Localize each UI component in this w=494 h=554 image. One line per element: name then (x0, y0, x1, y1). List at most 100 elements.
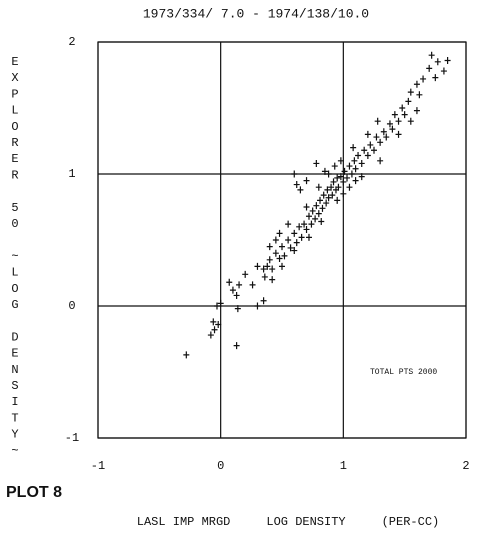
point (318, 218, 325, 226)
point (346, 162, 353, 170)
point (207, 331, 214, 339)
point (383, 133, 390, 141)
point (303, 225, 310, 233)
point (395, 130, 402, 138)
point (260, 297, 267, 305)
point (364, 130, 371, 138)
point (334, 196, 341, 204)
point (399, 104, 406, 112)
point (233, 291, 240, 299)
point (416, 91, 423, 99)
point (266, 256, 273, 264)
annotation: TOTAL PTS 2000 (370, 368, 437, 377)
point (364, 152, 371, 160)
point (405, 97, 412, 105)
point (276, 254, 283, 262)
plot-label: PLOT 8 (6, 484, 63, 501)
point (305, 233, 312, 241)
point (298, 233, 305, 241)
point (233, 342, 240, 350)
point (395, 117, 402, 125)
point (371, 146, 377, 154)
point (341, 167, 348, 175)
point (413, 107, 420, 115)
point (413, 80, 420, 88)
point (308, 220, 315, 228)
point (242, 270, 249, 278)
point (321, 167, 328, 175)
point (264, 262, 271, 270)
point (272, 249, 279, 257)
point (373, 133, 380, 141)
point (340, 190, 347, 198)
point (296, 223, 303, 231)
point (217, 299, 224, 307)
point (315, 183, 322, 191)
point (337, 173, 344, 181)
point (254, 262, 261, 270)
point (272, 236, 279, 244)
point (325, 194, 332, 202)
point (229, 286, 236, 294)
point (334, 174, 341, 182)
point (260, 265, 267, 273)
point (420, 75, 427, 83)
point (293, 181, 300, 189)
point (210, 318, 217, 326)
point (266, 243, 273, 251)
point (352, 165, 359, 173)
point (285, 236, 292, 244)
point (293, 239, 300, 247)
point (303, 177, 310, 185)
point (346, 183, 353, 191)
y-tick-label: 1 (68, 167, 75, 181)
point (331, 162, 338, 170)
point (428, 51, 435, 59)
point (407, 88, 414, 96)
point (328, 183, 335, 191)
point (213, 302, 220, 310)
point (426, 64, 433, 72)
point (279, 262, 285, 270)
point (312, 215, 319, 223)
x-tick-label: 0 (217, 459, 224, 473)
x-tick-label: 2 (462, 459, 469, 473)
point (319, 204, 326, 212)
point (279, 243, 285, 251)
point (254, 302, 261, 310)
point (352, 177, 359, 185)
point (303, 203, 310, 211)
point (374, 117, 381, 125)
point (269, 265, 276, 273)
point (261, 273, 268, 281)
point (330, 178, 337, 186)
point (344, 174, 351, 182)
point (323, 199, 330, 207)
y-tick-label: -1 (65, 431, 79, 445)
point (324, 186, 331, 194)
point (434, 58, 441, 66)
point (309, 207, 316, 215)
point (317, 196, 324, 204)
point (367, 141, 374, 149)
point (358, 159, 365, 167)
y-tick-label: 0 (68, 299, 75, 313)
point (211, 326, 218, 334)
point (234, 305, 241, 313)
point (215, 320, 222, 328)
point (386, 120, 393, 128)
point (285, 220, 292, 228)
point (320, 191, 327, 199)
point (401, 111, 408, 119)
point (291, 247, 298, 255)
point (358, 173, 365, 181)
point (236, 281, 243, 289)
point (325, 170, 332, 178)
point (313, 202, 320, 210)
point (305, 212, 312, 220)
point (315, 210, 322, 218)
point (335, 183, 342, 191)
point (313, 159, 320, 167)
